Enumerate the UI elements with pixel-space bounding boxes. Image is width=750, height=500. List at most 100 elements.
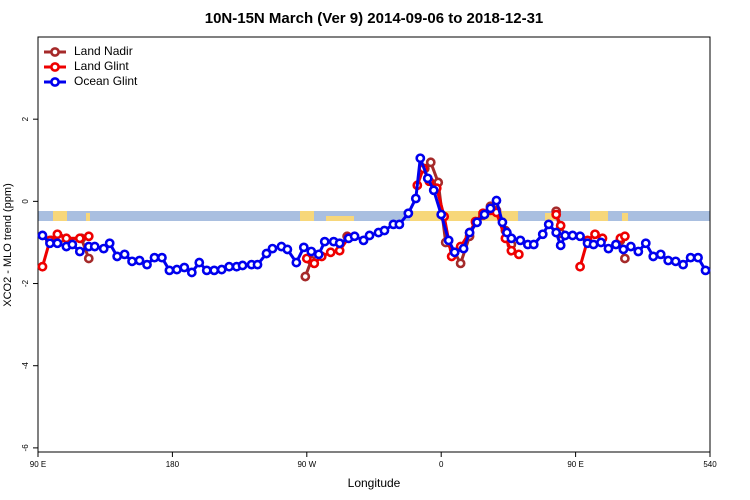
data-point [648,251,659,262]
data-point [194,257,205,268]
data-point [349,231,360,242]
data-point [216,264,227,275]
data-point [528,239,539,250]
data-point [663,255,674,266]
y-tick-label: 0 [21,199,30,204]
data-point [497,217,508,228]
data-point [422,173,433,184]
data-point [588,239,599,250]
y-tick-label: -6 [21,444,30,452]
data-point [325,247,336,258]
data-point [142,259,152,270]
data-point [449,247,460,258]
data-point [700,265,711,276]
data-point [74,233,85,244]
legend-swatch-marker [50,77,60,87]
data-point [596,237,606,248]
data-point [52,229,63,240]
data-point [619,231,630,242]
data-point [590,229,600,240]
legend-swatch-marker [50,62,60,72]
data-point [157,252,167,263]
x-tick-label: 180 [166,460,180,469]
x-tick-label: 0 [439,460,444,469]
data-point [267,243,278,254]
data-point [618,244,629,255]
data-point [537,229,548,240]
legend-label: Ocean Glint [74,74,138,88]
data-point [83,253,94,264]
data-point [443,235,454,246]
data-point [567,230,578,241]
data-point [98,243,109,254]
data-point [458,243,469,254]
y-tick-label: -2 [21,279,30,287]
data-point [543,219,554,230]
data-point [301,253,312,264]
data-point [506,245,517,256]
data-point [551,209,562,220]
data-point [89,241,100,252]
data-point [127,256,137,267]
data-point [334,238,345,249]
data-point [640,238,651,249]
chart-title: 10N-15N March (Ver 9) 2014-09-06 to 2018… [205,10,544,27]
data-point [670,256,681,267]
data-point [149,252,160,263]
data-point [45,238,55,249]
data-point [410,193,421,204]
data-point [67,239,78,250]
data-point [506,233,517,244]
data-point [455,258,466,269]
data-point [415,153,426,164]
data-point [575,261,585,272]
y-tick-label: 2 [21,116,30,121]
data-point [83,231,94,242]
data-point [252,259,263,270]
x-axis-label: Longitude [348,476,401,490]
data-point [479,209,490,220]
data-point [491,195,502,206]
x-tick-label: 90 E [30,460,46,469]
data-point [513,249,524,260]
data-point [291,257,302,268]
legend-label: Land Glint [74,59,129,73]
y-axis-label: XCO2 - MLO trend (ppm) [2,183,14,306]
data-point [309,258,320,269]
data-point [575,231,585,242]
plot-frame [37,36,711,453]
data-point [104,238,115,249]
data-point [655,249,666,260]
x-tick-label: 540 [703,460,717,469]
data-point [119,249,130,260]
data-point [693,252,703,263]
data-point [261,248,272,259]
data-point [394,219,405,230]
data-point [403,208,414,219]
data-point [464,227,475,238]
data-point [436,209,447,220]
land-mask-band [38,211,710,221]
data-point [300,271,311,282]
data-point [551,227,562,238]
data-point [186,267,197,278]
x-tick-label: 90 E [567,460,583,469]
data-point [74,246,85,257]
data-point [625,241,636,252]
legend-label: Land Nadir [74,44,133,58]
data-point [306,246,317,257]
data-point [134,255,145,266]
data-point [209,265,220,276]
data-point [319,236,330,247]
data-point [282,244,293,255]
data-point [52,238,63,249]
data-point [555,240,566,251]
x-tick-label: 90 W [297,460,316,469]
data-point [515,235,526,246]
data-point [472,217,482,228]
data-point [37,230,48,241]
data-point [428,185,439,196]
data-point [224,261,235,272]
